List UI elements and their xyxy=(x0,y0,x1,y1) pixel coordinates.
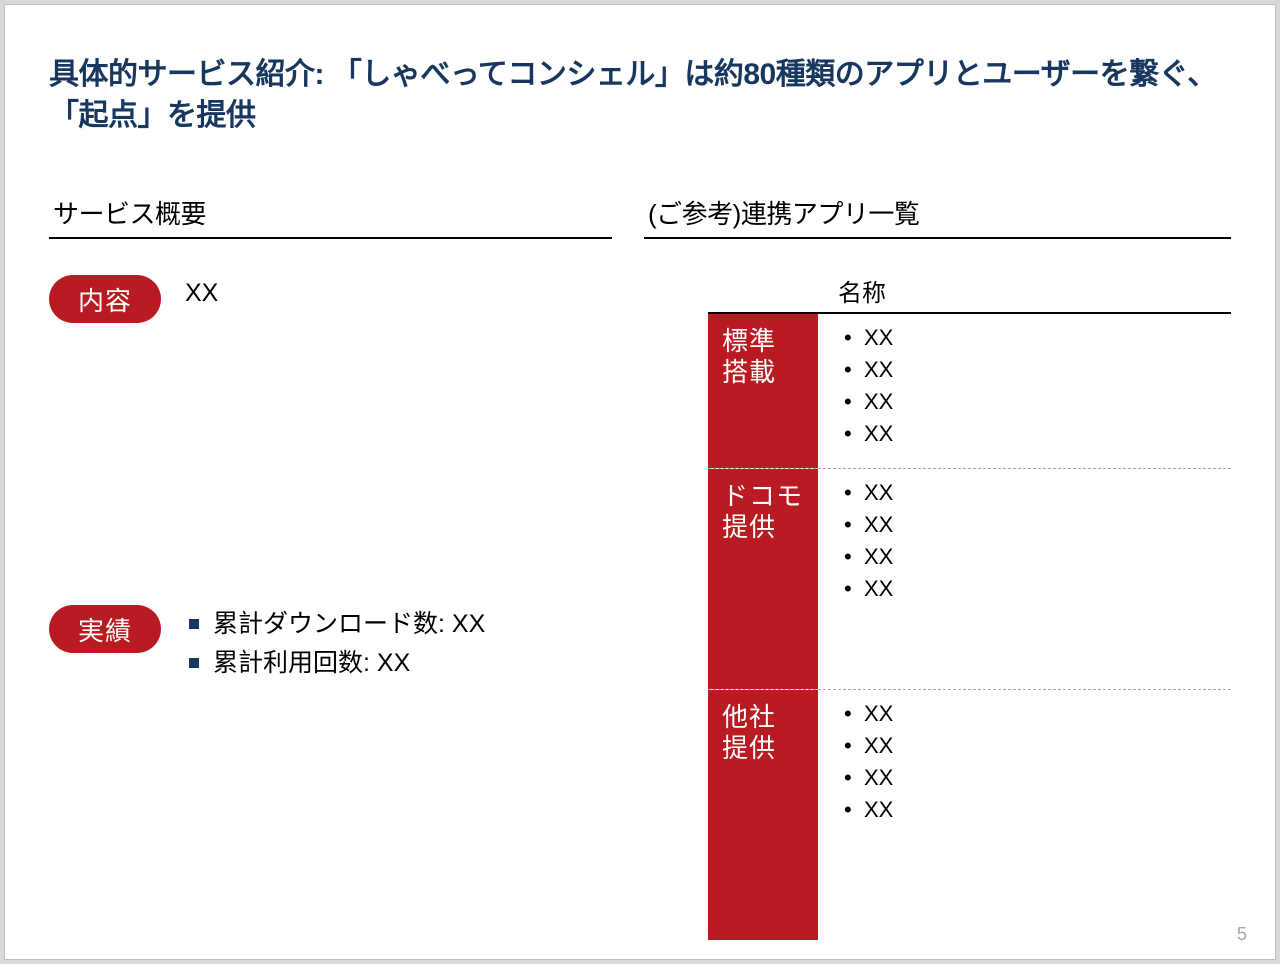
category-pill: 実績 xyxy=(49,605,161,653)
overview-row: 内容 XX xyxy=(49,273,612,323)
page-number: 5 xyxy=(1237,924,1247,945)
overview-bullet-list: 累計ダウンロード数: XX累計利用回数: XX xyxy=(185,603,612,683)
app-group-list: XXXXXXXX xyxy=(818,314,1231,468)
app-item: XX xyxy=(838,322,1231,354)
overview-text: XX xyxy=(185,279,612,308)
overview-content: XX xyxy=(161,273,612,308)
app-list: XXXXXXXX xyxy=(838,477,1231,605)
app-group: 他社 提供XXXXXXXX xyxy=(708,689,1231,940)
overview-content: 累計ダウンロード数: XX累計利用回数: XX xyxy=(161,603,612,683)
app-item: XX xyxy=(838,541,1231,573)
app-group: 標準 搭載XXXXXXXX xyxy=(708,314,1231,468)
app-list: XXXXXXXX xyxy=(838,322,1231,450)
apps-groups: 標準 搭載XXXXXXXXドコモ 提供XXXXXXXX他社 提供XXXXXXXX xyxy=(708,314,1231,940)
apps-column-label: 名称 xyxy=(708,273,1231,314)
overview-bullet: 累計ダウンロード数: XX xyxy=(185,605,612,644)
right-column: (ご参考)連携アプリ一覧 名称 標準 搭載XXXXXXXXドコモ 提供XXXXX… xyxy=(640,194,1231,940)
app-item: XX xyxy=(838,573,1231,605)
app-item: XX xyxy=(838,418,1231,450)
app-list: XXXXXXXX xyxy=(838,698,1231,826)
app-group-list: XXXXXXXX xyxy=(818,690,1231,940)
app-item: XX xyxy=(838,698,1231,730)
right-heading: (ご参考)連携アプリ一覧 xyxy=(644,194,1231,239)
app-group-list: XXXXXXXX xyxy=(818,469,1231,689)
overview-rows: 内容 XX 実績累計ダウンロード数: XX累計利用回数: XX xyxy=(49,273,612,683)
overview-row: 実績累計ダウンロード数: XX累計利用回数: XX xyxy=(49,603,612,683)
app-group-label: 標準 搭載 xyxy=(708,314,818,468)
app-item: XX xyxy=(838,762,1231,794)
app-item: XX xyxy=(838,509,1231,541)
app-group-label: ドコモ 提供 xyxy=(708,469,818,689)
app-item: XX xyxy=(838,354,1231,386)
app-item: XX xyxy=(838,477,1231,509)
app-group: ドコモ 提供XXXXXXXX xyxy=(708,468,1231,689)
app-group-label: 他社 提供 xyxy=(708,690,818,940)
category-pill: 内容 xyxy=(49,275,161,323)
slide: 具体的サービス紹介: 「しゃべってコンシェル」は約80種類のアプリとユーザーを繋… xyxy=(4,4,1276,960)
app-item: XX xyxy=(838,386,1231,418)
app-item: XX xyxy=(838,730,1231,762)
overview-bullet: 累計利用回数: XX xyxy=(185,644,612,683)
slide-body: サービス概要 内容 XX 実績累計ダウンロード数: XX累計利用回数: XX (ご参… xyxy=(49,194,1231,940)
slide-title: 具体的サービス紹介: 「しゃべってコンシェル」は約80種類のアプリとユーザーを繋… xyxy=(49,55,1231,136)
left-heading: サービス概要 xyxy=(49,194,612,239)
app-item: XX xyxy=(838,794,1231,826)
left-column: サービス概要 内容 XX 実績累計ダウンロード数: XX累計利用回数: XX xyxy=(49,194,640,940)
apps-table: 名称 標準 搭載XXXXXXXXドコモ 提供XXXXXXXX他社 提供XXXXX… xyxy=(708,273,1231,940)
